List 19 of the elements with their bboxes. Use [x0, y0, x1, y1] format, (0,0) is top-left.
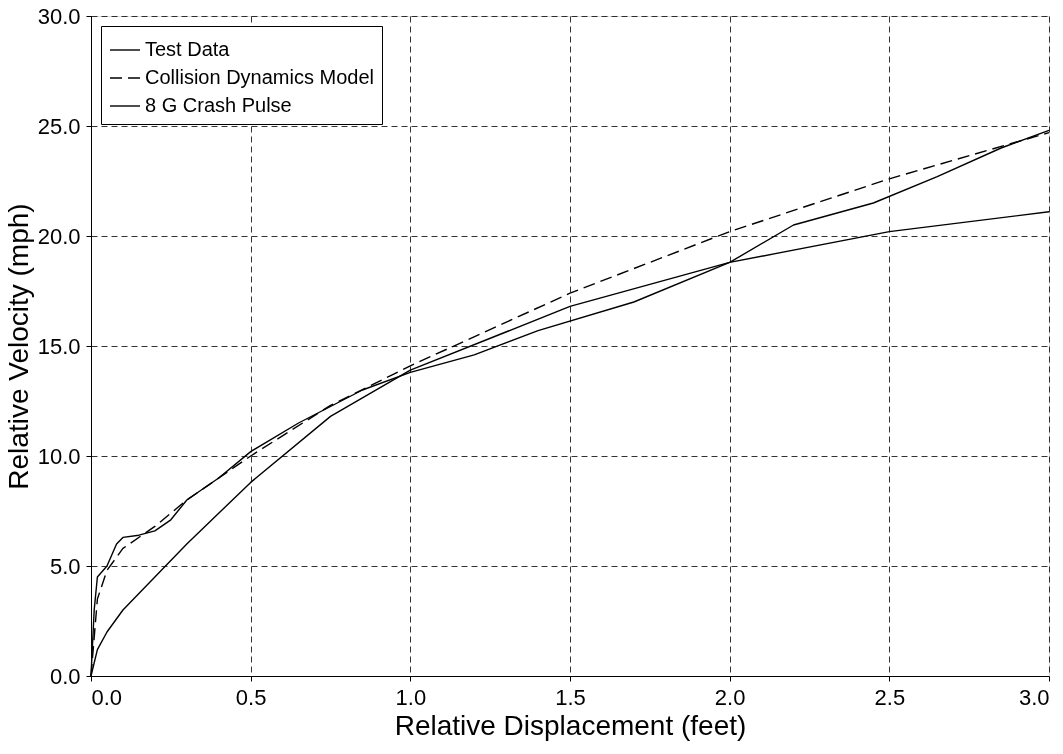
y-tick-label: 25.0 [37, 113, 81, 139]
legend-label: Test Data [145, 38, 231, 60]
legend-label: Collision Dynamics Model [145, 66, 374, 88]
y-tick-label: 30.0 [37, 3, 81, 29]
y-tick-label: 20.0 [37, 223, 81, 249]
y-tick-label: 15.0 [37, 333, 81, 359]
x-tick-label: 2.5 [874, 684, 906, 710]
x-axis-title: Relative Displacement (feet) [394, 709, 747, 741]
x-tick-label: 0.0 [91, 684, 123, 710]
x-tick-label: 1.0 [395, 684, 427, 710]
x-tick-label: 0.5 [235, 684, 267, 710]
y-tick-label: 10.0 [37, 443, 81, 469]
x-tick-label: 3.0 [1018, 684, 1050, 710]
y-tick-label: 5.0 [49, 553, 81, 579]
y-tick-label: 0.0 [49, 663, 81, 689]
y-axis-title: Relative Velocity (mph) [2, 203, 34, 490]
x-tick-label: 1.5 [555, 684, 586, 710]
x-tick-label: 2.0 [714, 684, 746, 710]
legend-label: 8 G Crash Pulse [145, 94, 292, 116]
